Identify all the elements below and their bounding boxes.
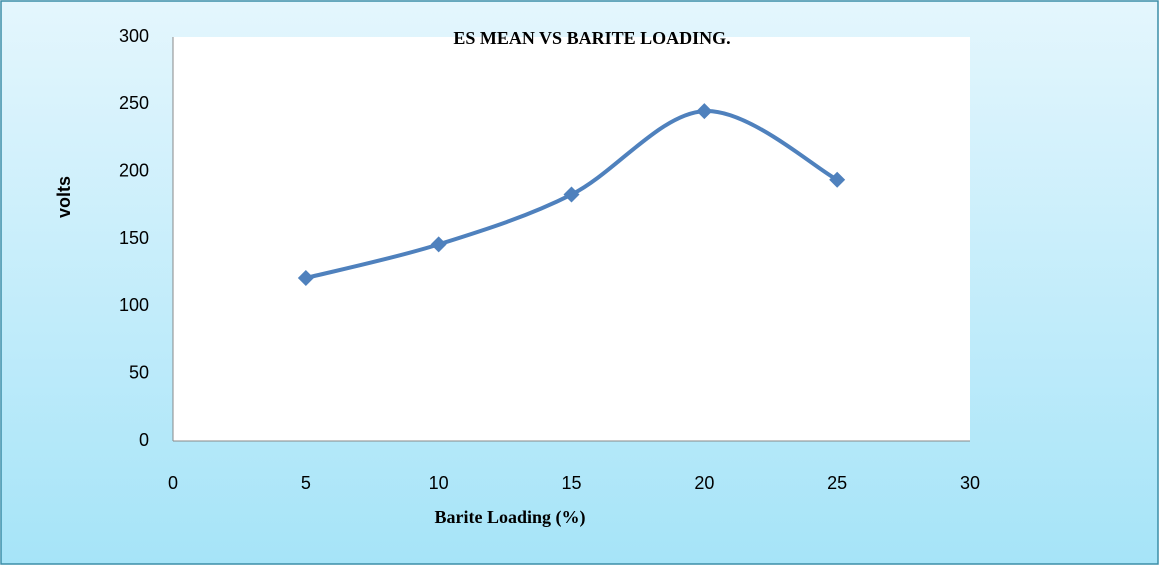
y-tick-label: 250	[119, 93, 149, 113]
y-tick-label: 0	[139, 430, 149, 450]
y-tick-label: 300	[119, 26, 149, 46]
x-tick-label: 15	[561, 473, 581, 493]
x-axis-title: Barite Loading (%)	[435, 507, 586, 528]
x-tick-label: 30	[960, 473, 980, 493]
data-point	[829, 171, 846, 188]
x-tick-label: 20	[694, 473, 714, 493]
plot-area	[173, 37, 970, 441]
x-tick-label: 0	[168, 473, 178, 493]
data-point	[297, 270, 314, 287]
y-tick-label: 150	[119, 228, 149, 248]
data-point	[430, 236, 447, 253]
data-point	[563, 186, 580, 203]
data-point	[696, 103, 713, 120]
y-tick-label: 200	[119, 160, 149, 180]
x-tick-label: 10	[429, 473, 449, 493]
x-tick-label: 5	[301, 473, 311, 493]
y-tick-label: 100	[119, 295, 149, 315]
x-tick-label: 25	[827, 473, 847, 493]
y-tick-label: 50	[129, 362, 149, 382]
y-axis-title: volts	[54, 176, 74, 218]
chart-title: ES MEAN VS BARITE LOADING.	[453, 28, 730, 48]
